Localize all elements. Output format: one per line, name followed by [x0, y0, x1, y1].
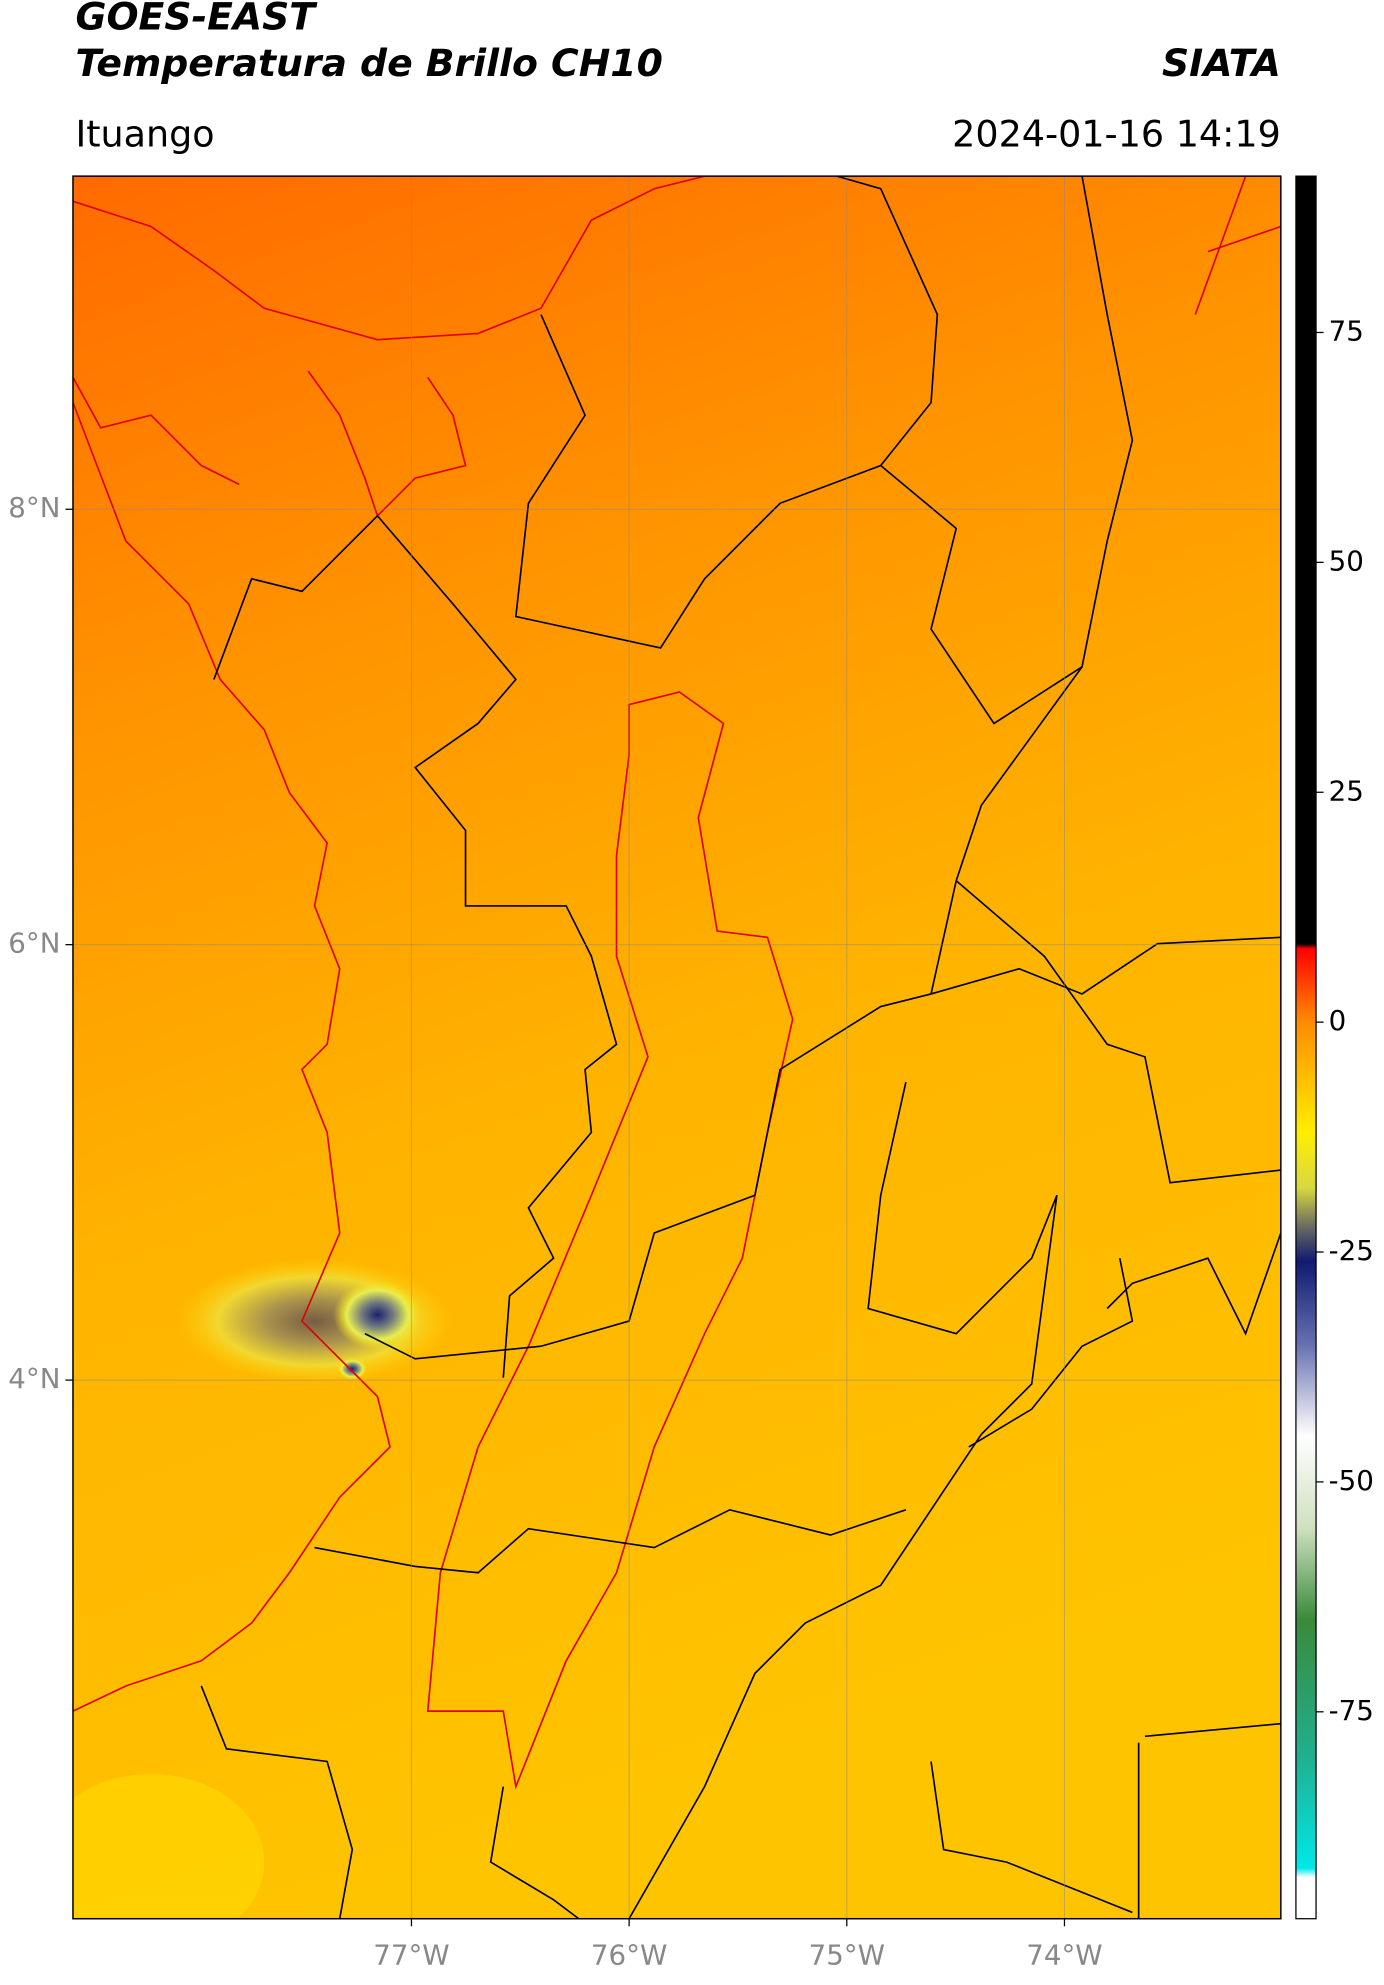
colorbar-tick-label: 75: [1329, 314, 1364, 347]
map: [72, 176, 1281, 1919]
colorbar-tick-label: -25: [1329, 1234, 1374, 1267]
colorbar-tick-label: -75: [1329, 1694, 1374, 1727]
colorbar-tick-label: 0: [1329, 1004, 1347, 1037]
colorbar-tick-label: -50: [1329, 1464, 1374, 1497]
source: SIATA: [1162, 41, 1281, 85]
y-tick-label: 6°N: [8, 927, 60, 960]
x-tick-label: 74°W: [1026, 1938, 1102, 1971]
colorbar: [1295, 175, 1317, 1920]
colorbar-tick-label: 50: [1329, 544, 1364, 577]
borders: [200, 176, 1281, 1919]
axes: 77°W 76°W 75°W 74°W 8°N 6°N 4°N 75 50 25 0 -25 -50 -7…: [8, 176, 1374, 1971]
title: GOES-EAST: [75, 0, 318, 38]
cloud-core: [333, 1279, 422, 1351]
subtitle: Temperatura de Brillo CH10: [75, 41, 662, 85]
warm-patch: [72, 1774, 265, 1919]
coastline: [72, 176, 1281, 1790]
colorbar-tick-label: 25: [1329, 774, 1364, 807]
timestamp: 2024-01-16 14:19: [952, 112, 1281, 155]
y-tick-label: 8°N: [8, 491, 60, 524]
x-tick-label: 75°W: [809, 1938, 885, 1971]
x-tick-label: 77°W: [373, 1938, 449, 1971]
y-tick-label: 4°N: [8, 1362, 60, 1395]
location: Ituango: [75, 112, 214, 155]
x-tick-label: 76°W: [591, 1938, 667, 1971]
map-background: [72, 176, 1281, 1919]
map-frame: [72, 175, 1282, 1920]
